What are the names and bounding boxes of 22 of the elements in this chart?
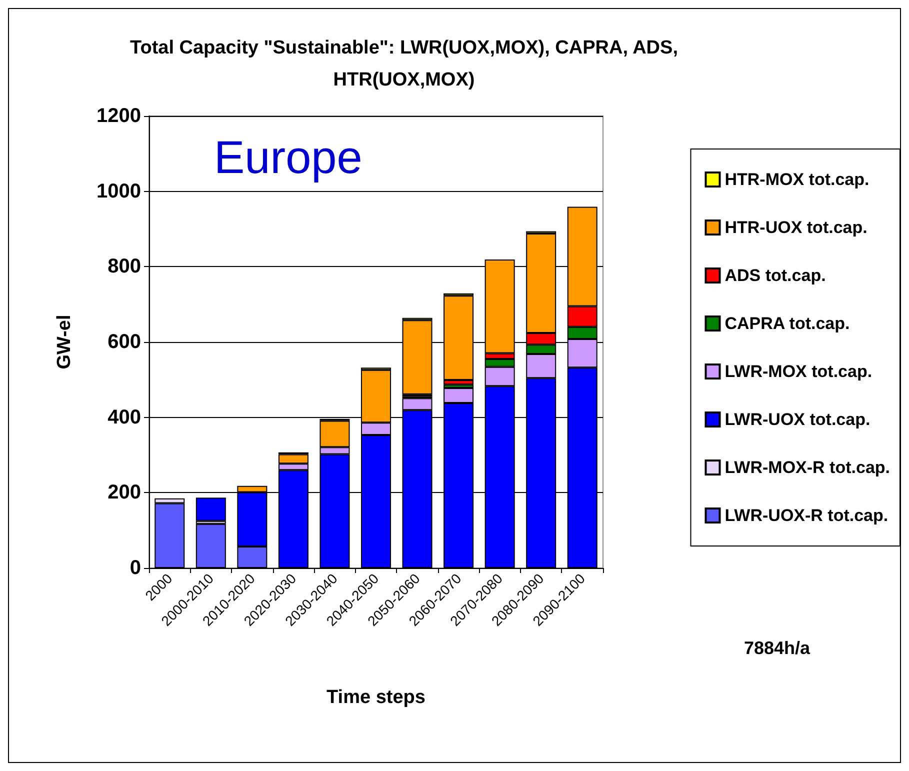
y-tick-label: 800 <box>108 256 141 278</box>
y-tick-label: 200 <box>108 482 141 504</box>
legend-label: ADS tot.cap. <box>724 266 826 285</box>
legend-label: HTR-UOX tot.cap. <box>724 218 868 237</box>
bar <box>196 524 226 568</box>
legend-label: HTR-MOX tot.cap. <box>724 170 870 189</box>
legend-label: CAPRA tot.cap. <box>724 314 850 333</box>
text: 7884h/a <box>744 638 812 658</box>
x-axis-title: Time steps <box>326 687 426 708</box>
y-tick-label: 0 <box>130 557 141 579</box>
bar <box>196 498 226 521</box>
y-tick-label: 600 <box>108 331 141 353</box>
y-tick-label: 400 <box>108 406 141 428</box>
legend-label: LWR-UOX-R tot.cap. <box>724 506 888 525</box>
legend-label: LWR-MOX tot.cap. <box>724 362 872 381</box>
annotation: Europe <box>214 131 362 183</box>
y-tick-label: 1200 <box>96 105 141 127</box>
y-axis-title: GW-el <box>54 314 75 370</box>
y-tick-label: 1000 <box>96 180 141 202</box>
legend-label: LWR-UOX tot.cap. <box>724 410 870 429</box>
chart-title: Total Capacity "Sustainable": LWR(UOX,MOX), CAPRA, ADS, HTR(UOX,MOX) <box>130 38 678 90</box>
legend-label: LWR-MOX-R tot.cap. <box>724 458 890 477</box>
